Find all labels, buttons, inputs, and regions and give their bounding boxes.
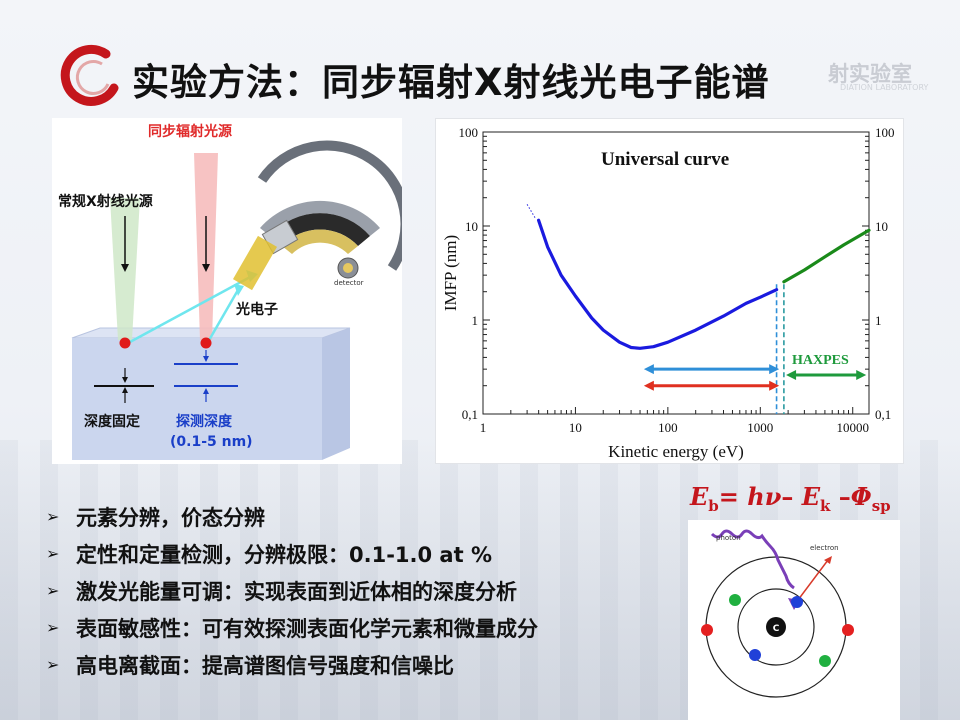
x-tick-label: 1000: [747, 420, 773, 435]
universal-curve-chart-panel: 1 10 100 1000 10000 0,1 0,1 1 1 10 10 100 100 Univer…: [435, 118, 904, 464]
electron-green: [729, 594, 741, 606]
y-tick-label-right: 10: [875, 219, 888, 234]
annotation-haxpes: HAXPES: [792, 353, 849, 368]
impact-point-synchrotron: [200, 337, 212, 349]
bullet-text: 定性和定量检测，分辨极限：0.1-1.0 at %: [76, 542, 492, 567]
photon-wave: [710, 529, 795, 590]
nucleus-label: C: [773, 624, 780, 634]
y-tick-label-right: 0,1: [875, 407, 891, 422]
plot-frame: [482, 131, 870, 415]
electron-analyzer-icon: [232, 140, 411, 291]
y-axis-label: IMFP (nm): [441, 235, 460, 311]
bullet-item: ➢ 元素分辨，价态分辨: [46, 498, 538, 535]
range-arrow-head: [643, 380, 654, 391]
watermark-lab-name: 射实验室: [828, 62, 912, 86]
impact-point-conventional: [119, 337, 131, 349]
electron-green: [819, 655, 831, 667]
label-probe-depth: 探测深度: [176, 413, 233, 430]
y-tick-label-left: 100: [459, 125, 479, 140]
bullet-marker-icon: ➢: [46, 581, 60, 600]
label-photoelectron: 光电子: [235, 301, 278, 318]
label-photon: photon: [716, 534, 741, 542]
photoemission-atom-diagram: C photon electron: [688, 520, 900, 720]
bullet-marker-icon: ➢: [46, 507, 60, 526]
electron-blue: [749, 649, 761, 661]
range-arrow-head: [786, 369, 797, 380]
label-electron: electron: [810, 544, 839, 552]
x-tick-label: 100: [658, 420, 678, 435]
imfp-curve-standard: [537, 218, 779, 350]
label-detector: detector: [334, 279, 364, 287]
label-depth-range: (0.1-5 nm): [170, 434, 253, 450]
slide-title: 实验方法：同步辐射X射线光电子能谱: [132, 61, 770, 104]
bullet-marker-icon: ➢: [46, 655, 60, 674]
y-tick-label-right: 100: [875, 125, 895, 140]
range-arrow-head: [769, 380, 780, 391]
imfp-curve-haxpes: [782, 228, 871, 284]
label-synchrotron-source: 同步辐射光源: [148, 123, 232, 140]
y-tick-label-right: 1: [875, 313, 882, 328]
electron-red: [842, 624, 854, 636]
watermark-lab-subtitle: DIATION LABORATORY: [840, 83, 929, 92]
lab-logo: [60, 44, 119, 106]
bullet-text: 高电离截面：提高谱图信号强度和信噪比: [76, 653, 454, 678]
photoelectron-path-conventional: [129, 274, 253, 344]
feature-bullet-list: ➢ 元素分辨，价态分辨 ➢ 定性和定量检测，分辨极限：0.1-1.0 at % ➢ 激…: [46, 498, 538, 683]
xps-schematic-panel: 同步辐射光源 常规X射线光源 光电子 detector 深度固定 探测深度 (0…: [52, 118, 411, 464]
electron-path: [797, 559, 829, 601]
bullet-item: ➢ 表面敏感性：可有效探测表面化学元素和微量成分: [46, 609, 538, 646]
x-tick-label: 1: [480, 420, 487, 435]
bullet-text: 元素分辨，价态分辨: [76, 505, 265, 530]
y-tick-label-left: 1: [472, 313, 479, 328]
chart-title: Universal curve: [601, 149, 729, 170]
range-arrow-head: [769, 364, 780, 375]
electron-red: [701, 624, 713, 636]
label-fixed-depth: 深度固定: [84, 413, 140, 430]
nucleus: [766, 617, 786, 637]
photoelectron-path-synchrotron: [206, 289, 240, 343]
binding-energy-formula: Eb= hν– Ek –Φsp: [690, 482, 891, 515]
range-arrow-head: [856, 369, 867, 380]
x-tick-label: 10: [569, 420, 582, 435]
sample-front-face: [72, 338, 322, 460]
xps-schematic: 同步辐射光源 常规X射线光源 光电子 detector 深度固定 探测深度 (0…: [58, 123, 411, 460]
y-tick-label-left: 0,1: [462, 407, 478, 422]
bullet-item: ➢ 激发光能量可调：实现表面到近体相的深度分析: [46, 572, 538, 609]
bullet-text: 表面敏感性：可有效探测表面化学元素和微量成分: [76, 616, 538, 641]
bullet-item: ➢ 高电离截面：提高谱图信号强度和信噪比: [46, 646, 538, 683]
sample-side-face: [322, 328, 350, 460]
bullet-text: 激发光能量可调：实现表面到近体相的深度分析: [76, 579, 517, 604]
y-tick-label-left: 10: [465, 219, 478, 234]
inner-orbit: [737, 588, 815, 666]
x-tick-label: 10000: [836, 420, 869, 435]
x-axis-label: Kinetic energy (eV): [608, 442, 744, 461]
bullet-marker-icon: ➢: [46, 544, 60, 563]
curve-extrapolation: [526, 204, 536, 219]
label-conventional-source: 常规X射线光源: [58, 193, 153, 210]
bullet-item: ➢ 定性和定量检测，分辨极限：0.1-1.0 at %: [46, 535, 538, 572]
range-arrow-head: [643, 364, 654, 375]
bullet-marker-icon: ➢: [46, 618, 60, 637]
electron-blue: [791, 596, 803, 608]
